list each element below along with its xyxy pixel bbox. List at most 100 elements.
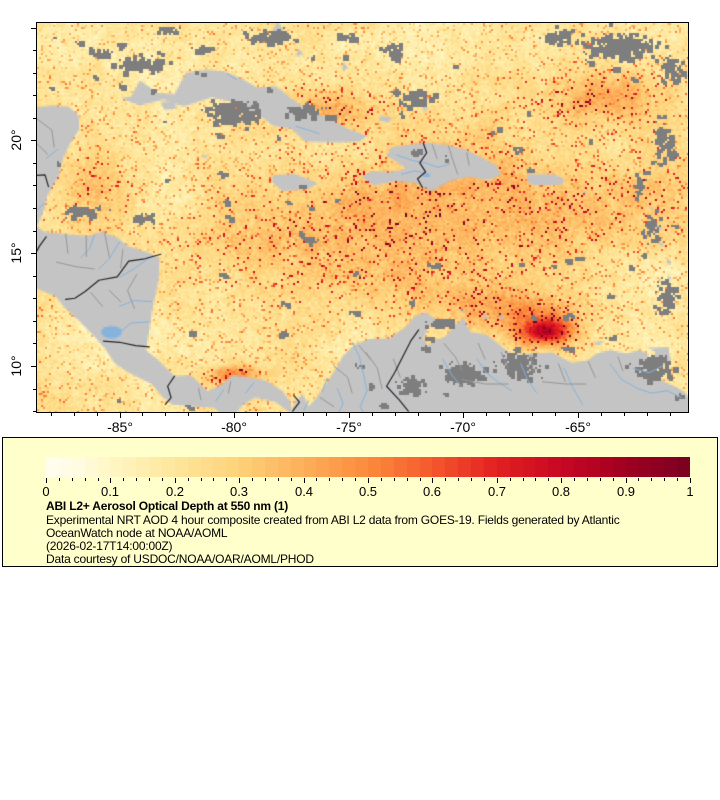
map-plot-area <box>36 22 689 413</box>
colorbar-tick <box>651 478 652 481</box>
y-axis-tick <box>33 276 36 277</box>
colorbar-tick <box>136 478 137 481</box>
colorbar-tick <box>188 478 189 481</box>
colorbar-tick <box>471 478 472 481</box>
y-axis-tick <box>31 140 36 141</box>
x-axis-tick <box>624 413 625 416</box>
x-axis-tick <box>647 413 648 416</box>
x-axis-tick <box>463 413 464 418</box>
y-axis-tick <box>31 253 36 254</box>
y-axis-tick <box>33 389 36 390</box>
y-axis-tick <box>31 366 36 367</box>
colorbar-tick <box>98 478 99 481</box>
x-axis-tick <box>532 413 533 416</box>
colorbar-tick <box>574 478 575 481</box>
colorbar-tick <box>664 478 665 481</box>
x-axis-tick <box>601 413 602 416</box>
colorbar-tick <box>329 478 330 481</box>
colorbar-tick <box>381 478 382 481</box>
colorbar-tick <box>265 478 266 481</box>
x-axis-tick <box>280 413 281 416</box>
colorbar-tick <box>72 478 73 481</box>
colorbar-tick <box>304 478 305 483</box>
y-axis-tick <box>33 95 36 96</box>
colorbar-tick <box>316 478 317 481</box>
x-axis-tick <box>74 413 75 416</box>
y-axis-tick <box>33 298 36 299</box>
colorbar-tick <box>638 478 639 481</box>
colorbar-tick <box>458 478 459 481</box>
x-axis-tick <box>372 413 373 416</box>
x-axis-tick <box>555 413 556 416</box>
colorbar-tick-label: 0.4 <box>294 484 314 499</box>
y-axis-tick <box>33 343 36 344</box>
colorbar-tick-label: 0.8 <box>551 484 571 499</box>
x-axis-tick <box>188 413 189 416</box>
y-tick-label: 10° <box>8 355 24 377</box>
colorbar-tick <box>46 478 47 483</box>
x-axis-tick <box>349 413 350 418</box>
colorbar-tick-label: 0.2 <box>165 484 185 499</box>
colorbar-tick-label: 0.9 <box>616 484 636 499</box>
colorbar-tick <box>677 478 678 481</box>
colorbar-tick <box>110 478 111 483</box>
y-tick-label: 15° <box>8 242 24 264</box>
colorbar-tick <box>600 478 601 481</box>
colorbar-tick <box>85 478 86 481</box>
y-axis-tick <box>31 28 36 29</box>
colorbar-tick <box>368 478 369 483</box>
colorbar-tick <box>613 478 614 481</box>
legend-courtesy-line: Data courtesy of USDOC/NOAA/OAR/AOML/PHO… <box>46 552 314 566</box>
colorbar-tick <box>149 478 150 481</box>
x-axis-tick <box>120 413 121 418</box>
legend-description-line-2: OceanWatch node at NOAA/AOML <box>46 526 228 540</box>
colorbar-tick <box>252 478 253 481</box>
x-tick-label: -65° <box>565 419 591 435</box>
colorbar-tick <box>201 478 202 481</box>
x-axis-tick <box>440 413 441 416</box>
x-axis-tick <box>211 413 212 416</box>
colorbar-tick-label: 0 <box>42 484 50 499</box>
legend-panel: ABI L2+ Aerosol Optical Depth at 550 nm … <box>2 437 718 567</box>
x-axis-tick <box>97 413 98 416</box>
colorbar-tick <box>291 478 292 481</box>
colorbar-tick <box>548 478 549 481</box>
y-axis-tick <box>33 231 36 232</box>
colorbar-tick <box>523 478 524 481</box>
x-axis-tick <box>257 413 258 416</box>
colorbar-tick-label: 0.1 <box>100 484 120 499</box>
legend-timestamp: (2026-02-17T14:00:00Z) <box>46 539 173 553</box>
colorbar-tick <box>484 478 485 481</box>
legend-description-line-1: Experimental NRT AOD 4 hour composite cr… <box>46 513 620 527</box>
x-axis-tick <box>165 413 166 416</box>
colorbar-tick <box>123 478 124 481</box>
colorbar-tick <box>420 478 421 481</box>
y-axis-tick <box>33 73 36 74</box>
colorbar-tick <box>394 478 395 481</box>
y-axis-tick <box>33 50 36 51</box>
colorbar-tick <box>59 478 60 481</box>
colorbar-tick <box>175 478 176 483</box>
y-axis-tick <box>33 411 36 412</box>
colorbar-tick <box>239 478 240 483</box>
colorbar-tick <box>626 478 627 483</box>
colorbar <box>46 457 690 477</box>
x-axis-tick <box>578 413 579 418</box>
colorbar-tick <box>355 478 356 481</box>
colorbar-tick <box>510 478 511 481</box>
x-axis-tick <box>303 413 304 416</box>
x-axis-tick <box>486 413 487 416</box>
x-tick-label: -75° <box>336 419 362 435</box>
colorbar-tick <box>432 478 433 483</box>
y-axis-tick <box>33 118 36 119</box>
y-tick-label: 20° <box>8 129 24 151</box>
y-axis-tick <box>33 163 36 164</box>
x-tick-label: -70° <box>450 419 476 435</box>
x-tick-label: -80° <box>221 419 247 435</box>
colorbar-tick <box>162 478 163 481</box>
x-axis-tick <box>395 413 396 416</box>
x-tick-label: -85° <box>107 419 133 435</box>
colorbar-tick <box>561 478 562 483</box>
x-axis-tick <box>509 413 510 416</box>
